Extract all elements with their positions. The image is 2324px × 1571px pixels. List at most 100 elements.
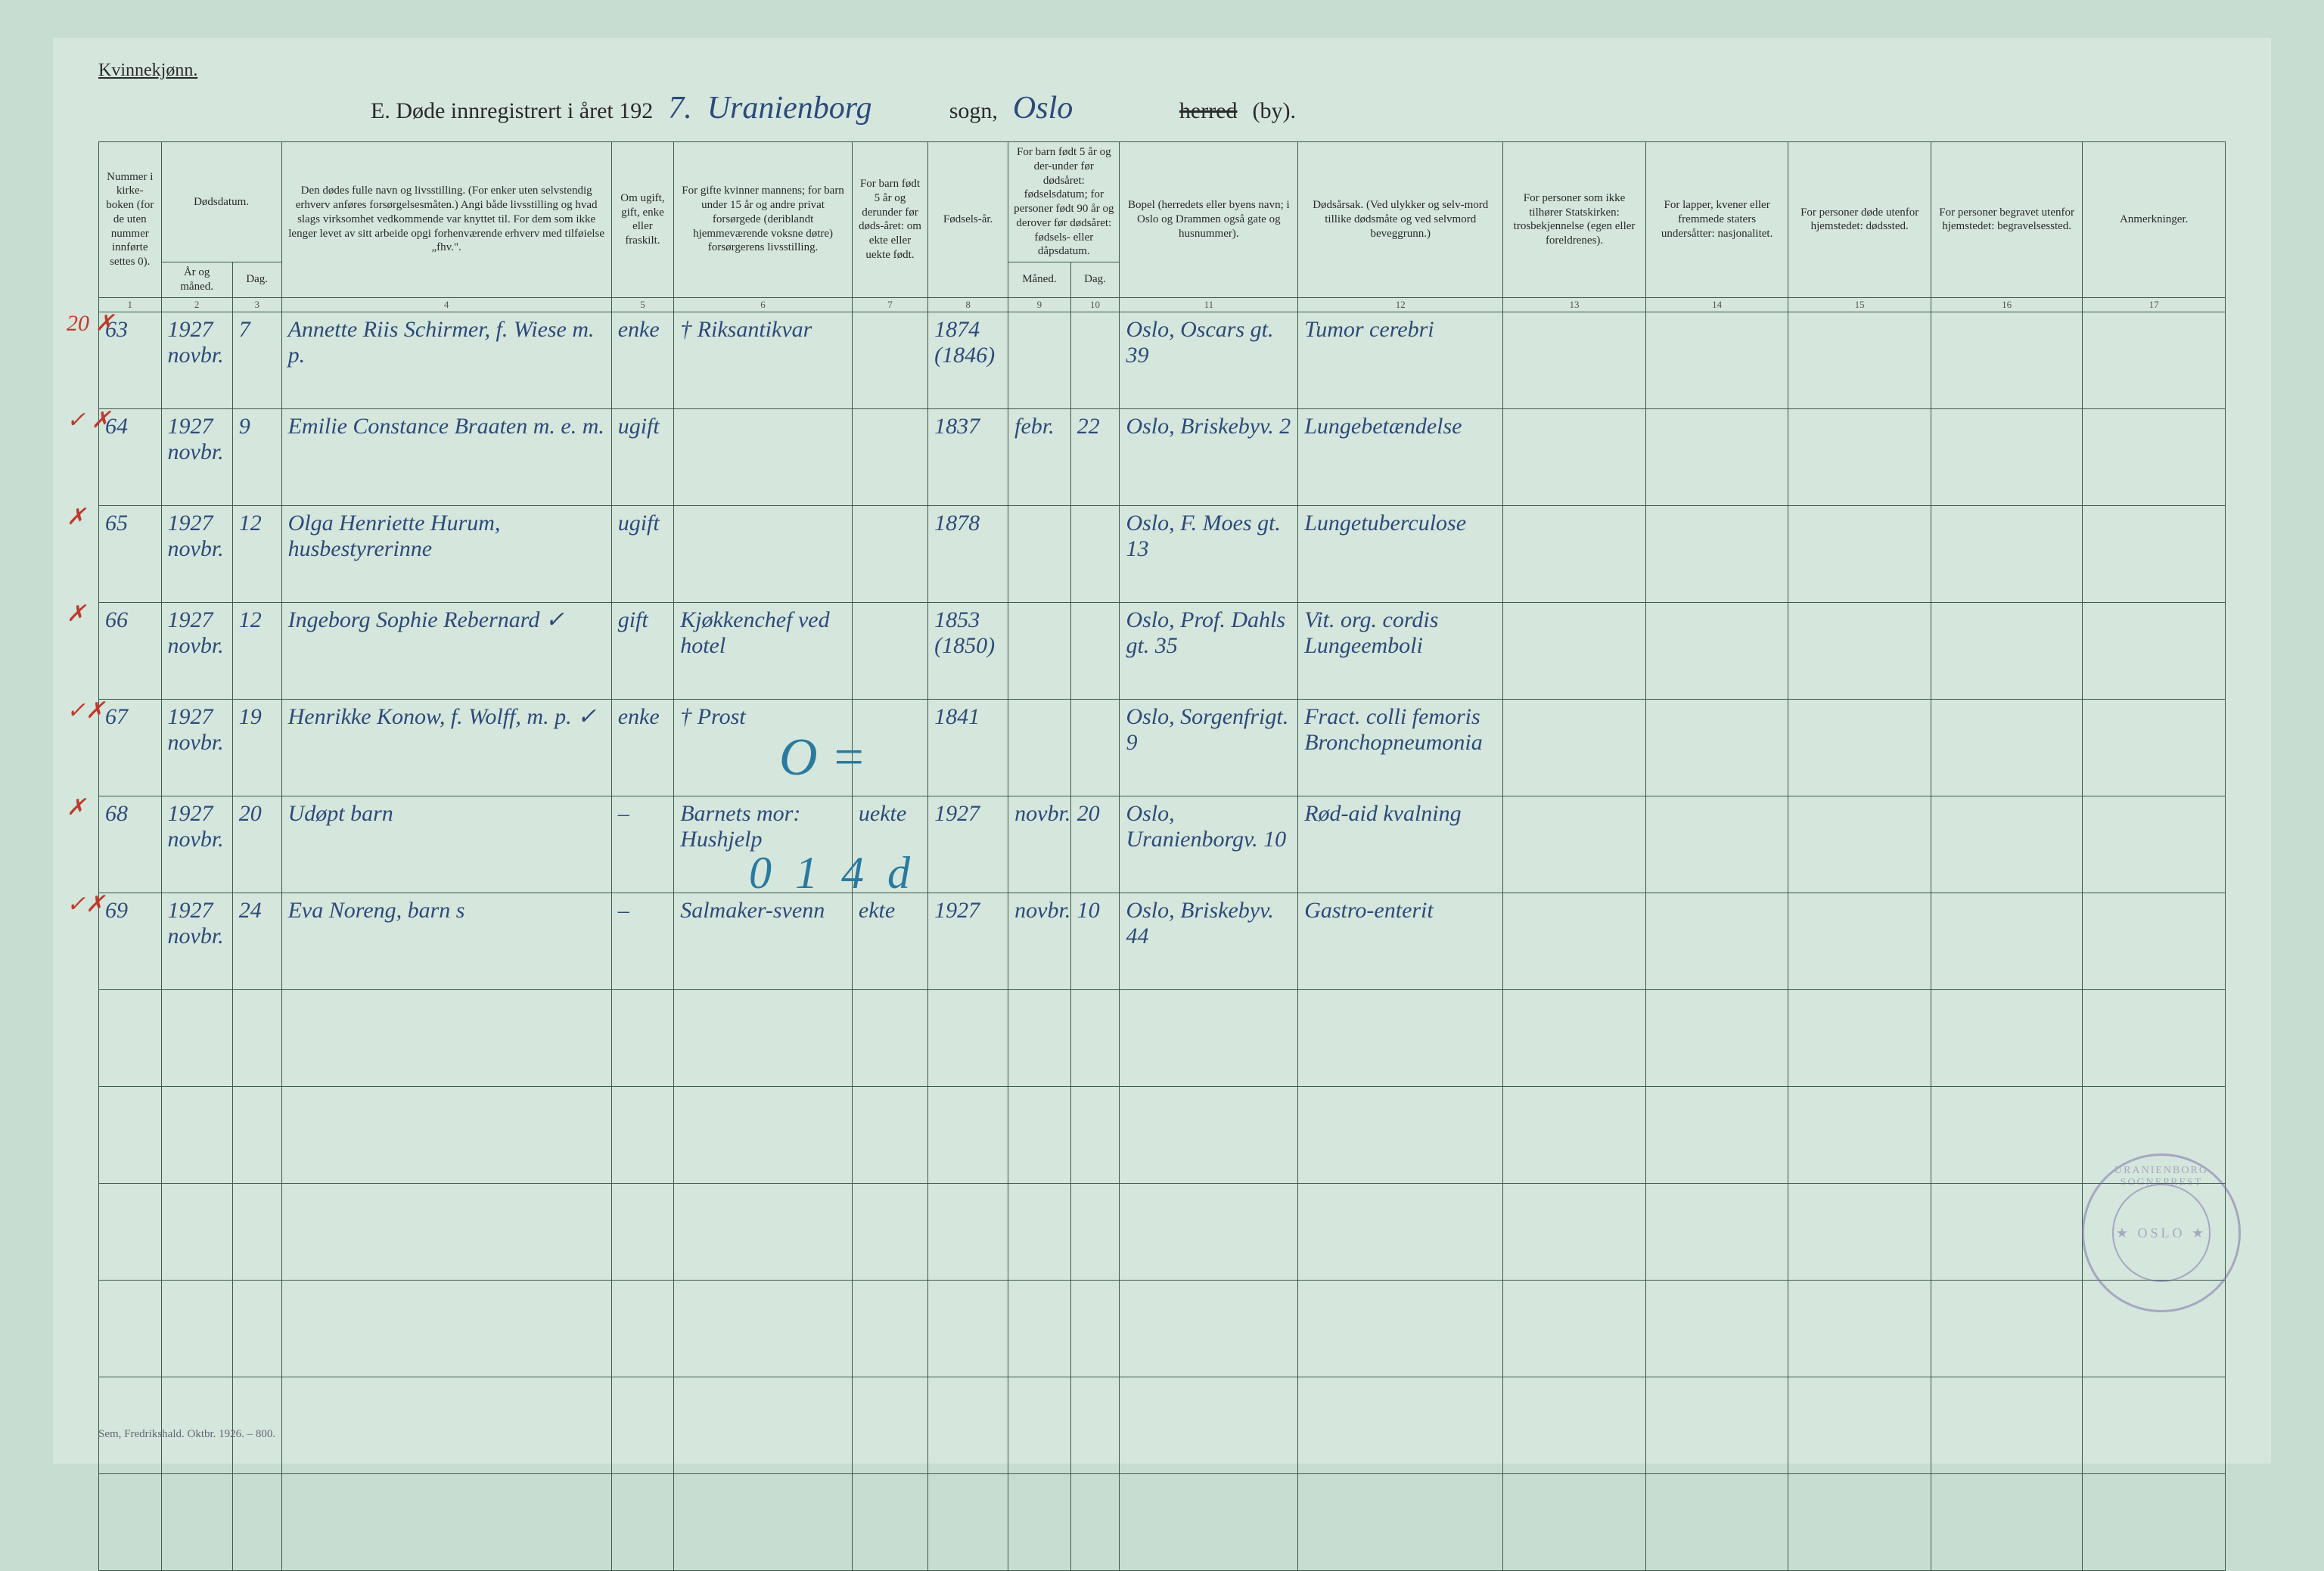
cell: Oslo, Briskebyv. 2 — [1120, 408, 1298, 505]
cell: Eva Noreng, barn s — [281, 893, 611, 989]
margin-mark: ✓ ✗ — [67, 407, 110, 433]
cell — [674, 505, 853, 602]
cell: 1927 novbr. — [161, 699, 232, 796]
table-row-blank — [99, 1377, 2226, 1473]
cell — [2083, 408, 2226, 505]
cell-blank — [1645, 1280, 1788, 1377]
margin-mark: ✓✗ — [67, 891, 104, 917]
cell: Lungetuberculose — [1298, 505, 1503, 602]
cell-blank — [1120, 989, 1298, 1086]
register-page: Kvinnekjønn. E. Døde innregistrert i åre… — [53, 38, 2271, 1464]
cell: Oslo, Uranienborgv. 10 — [1120, 796, 1298, 893]
parish-label: sogn, — [949, 98, 998, 124]
cell-blank — [1503, 1473, 1646, 1570]
title-prefix: E. Døde innregistrert i året 192 — [371, 98, 653, 124]
cell — [1931, 505, 2082, 602]
cell-blank — [161, 1377, 232, 1473]
cell — [1070, 312, 1120, 408]
col-header-10: Dag. — [1070, 262, 1120, 298]
table-row-blank — [99, 1086, 2226, 1183]
cell-blank — [1070, 1183, 1120, 1280]
cell-blank — [1788, 1473, 1931, 1570]
table-row-blank — [99, 1183, 2226, 1280]
cell-blank — [2083, 989, 2226, 1086]
cell — [2083, 505, 2226, 602]
cell-blank — [99, 1183, 162, 1280]
cell-blank — [161, 1183, 232, 1280]
cell: 1927 — [928, 796, 1008, 893]
cell: 20 — [1070, 796, 1120, 893]
cell-blank — [1070, 1280, 1120, 1377]
cell-blank — [232, 1183, 281, 1280]
cell-blank — [674, 1183, 853, 1280]
cell: Oslo, Sorgenfrigt. 9 — [1120, 699, 1298, 796]
cell — [852, 312, 927, 408]
cell-blank — [852, 1280, 927, 1377]
cell — [1503, 796, 1646, 893]
cell-blank — [161, 1280, 232, 1377]
colnum: 7 — [852, 297, 927, 312]
table-row: 691927 novbr.24Eva Noreng, barn s–Salmak… — [99, 893, 2226, 989]
col-header-12: Dødsårsak. (Ved ulykker og selv-mord til… — [1298, 142, 1503, 298]
cell-blank — [611, 1280, 674, 1377]
cell-blank — [2083, 1473, 2226, 1570]
cell-blank — [852, 1086, 927, 1183]
cell-blank — [1008, 1377, 1071, 1473]
cell: Ingeborg Sophie Rebernard ✓ — [281, 602, 611, 699]
cell-blank — [1645, 1086, 1788, 1183]
margin-mark: ✗ — [67, 601, 85, 627]
cell: Oslo, F. Moes gt. 13 — [1120, 505, 1298, 602]
cell-blank — [1645, 1377, 1788, 1473]
colnum: 10 — [1070, 297, 1120, 312]
city-written: Oslo — [1013, 90, 1164, 126]
cell: Henrikke Konow, f. Wolff, m. p. ✓ — [281, 699, 611, 796]
colnum: 3 — [232, 297, 281, 312]
margin-mark: ✗ — [67, 794, 85, 821]
cell: – — [611, 796, 674, 893]
cell-blank — [1931, 1473, 2082, 1570]
cell: 66 — [99, 602, 162, 699]
cell: 67 — [99, 699, 162, 796]
cell-blank — [852, 989, 927, 1086]
colnum: 8 — [928, 297, 1008, 312]
cell-blank — [674, 989, 853, 1086]
colnum: 12 — [1298, 297, 1503, 312]
cell-blank — [1503, 1183, 1646, 1280]
cell-blank — [674, 1377, 853, 1473]
col-header-7: For barn født 5 år og derunder før døds-… — [852, 142, 927, 298]
cell: Lungebetændelse — [1298, 408, 1503, 505]
cell: ugift — [611, 408, 674, 505]
col-header-4: Den dødes fulle navn og livsstilling. (F… — [281, 142, 611, 298]
cell: novbr. — [1008, 796, 1071, 893]
cell-blank — [2083, 1377, 2226, 1473]
cell-blank — [1503, 1086, 1646, 1183]
cell: 19 — [232, 699, 281, 796]
table-row-blank — [99, 1280, 2226, 1377]
cell-blank — [611, 1183, 674, 1280]
col-header-9: Måned. — [1008, 262, 1071, 298]
cell — [1931, 602, 2082, 699]
cell: 1878 — [928, 505, 1008, 602]
cell — [1503, 505, 1646, 602]
by-label: (by). — [1253, 98, 1296, 124]
table-row: 671927 novbr.19Henrikke Konow, f. Wolff,… — [99, 699, 2226, 796]
cell: 22 — [1070, 408, 1120, 505]
colnum: 15 — [1788, 297, 1931, 312]
colnum: 13 — [1503, 297, 1646, 312]
cell — [1645, 408, 1788, 505]
cell: gift — [611, 602, 674, 699]
cell: 1874 (1846) — [928, 312, 1008, 408]
cell-blank — [232, 1377, 281, 1473]
cell — [1645, 602, 1788, 699]
cell: Kjøkkenchef ved hotel — [674, 602, 853, 699]
cell — [1070, 602, 1120, 699]
cell: † Riksantikvar — [674, 312, 853, 408]
parish-written: Uranienborg — [707, 90, 934, 126]
cell-blank — [281, 1377, 611, 1473]
cell-blank — [281, 989, 611, 1086]
colnum: 5 — [611, 297, 674, 312]
blue-pencil-annotation: O = — [779, 728, 866, 788]
cell: 68 — [99, 796, 162, 893]
cell: enke — [611, 312, 674, 408]
cell: enke — [611, 699, 674, 796]
